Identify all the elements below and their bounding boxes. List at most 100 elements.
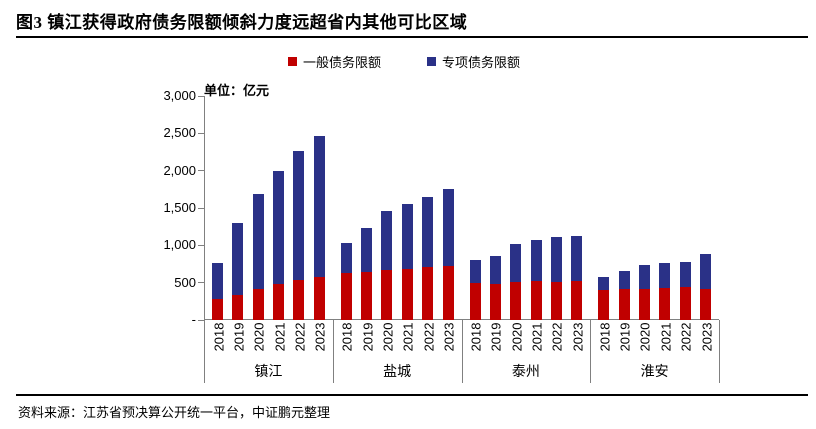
bar-镇江-2023-special xyxy=(313,136,325,278)
bar-盐城-2021-general xyxy=(401,268,413,320)
bar-泰州-2018-general xyxy=(469,283,481,320)
bar-泰州-2019-special xyxy=(489,255,501,285)
legend-item-special: 专项债务限额 xyxy=(427,52,520,71)
legend-swatch-general xyxy=(288,57,297,66)
x-year-label: 2020 xyxy=(509,322,525,352)
y-axis-tick xyxy=(198,132,204,134)
bar-淮安-2022-general xyxy=(679,287,691,320)
bar-镇江-2020-general xyxy=(252,289,264,320)
y-axis-tick xyxy=(198,282,204,284)
x-year-label: 2023 xyxy=(312,322,328,352)
chart-legend: 一般债务限额 专项债务限额 xyxy=(288,52,520,71)
bar-淮安-2023-special xyxy=(700,253,711,290)
x-year-label: 2018 xyxy=(597,322,613,352)
bar-盐城-2020-special xyxy=(381,210,393,270)
bar-镇江-2021-special xyxy=(273,171,285,285)
x-year-label: 2023 xyxy=(441,322,457,352)
legend-label-special: 专项债务限额 xyxy=(442,55,521,70)
bar-盐城-2023-special xyxy=(442,188,454,267)
y-tick-label: 2,000 xyxy=(163,162,196,178)
y-tick-label: - xyxy=(191,312,196,327)
source-note: 资料来源：江苏省预决算公开统一平台，中证鹏元整理 xyxy=(18,405,331,420)
y-axis-tick xyxy=(198,95,204,97)
bar-镇江-2018-special xyxy=(212,263,223,300)
bar-淮安-2020-special xyxy=(638,265,650,289)
legend-item-general: 一般债务限额 xyxy=(288,52,381,71)
plot-area xyxy=(204,96,719,320)
bar-盐城-2022-general xyxy=(422,266,434,320)
x-year-label: 2021 xyxy=(400,322,416,352)
group-separator xyxy=(461,320,463,383)
y-tick-label: 3,000 xyxy=(163,88,196,103)
bar-泰州-2018-special xyxy=(469,259,481,284)
x-year-label: 2023 xyxy=(570,322,586,352)
bar-泰州-2020-general xyxy=(510,282,522,320)
bar-镇江-2019-general xyxy=(232,295,244,320)
x-year-label: 2019 xyxy=(360,322,376,352)
bar-盐城-2018-special xyxy=(340,242,352,273)
bar-盐城-2023-general xyxy=(442,266,454,320)
bar-淮安-2019-special xyxy=(618,270,630,289)
bar-淮安-2018-special xyxy=(598,276,610,291)
bar-淮安-2018-general xyxy=(598,290,610,320)
x-year-label: 2021 xyxy=(529,322,545,352)
bar-镇江-2019-special xyxy=(232,222,244,296)
bar-镇江-2020-special xyxy=(252,194,264,290)
bar-泰州-2023-special xyxy=(571,236,583,282)
bar-镇江-2023-general xyxy=(313,277,325,320)
x-year-label: 2020 xyxy=(637,322,653,352)
bar-镇江-2022-general xyxy=(293,279,305,320)
y-tick-label: 1,500 xyxy=(163,200,196,215)
x-group-label: 盐城 xyxy=(383,365,412,380)
group-separator xyxy=(590,320,592,383)
x-year-label: 2023 xyxy=(699,322,714,352)
figure-title: 图3 镇江获得政府债务限额倾斜力度远超省内其他可比区域 xyxy=(16,13,468,32)
bar-淮安-2021-general xyxy=(659,287,671,320)
x-year-label: 2018 xyxy=(211,322,226,352)
bar-盐城-2018-general xyxy=(340,272,352,320)
x-year-label: 2020 xyxy=(251,322,267,352)
x-year-label: 2018 xyxy=(468,322,484,352)
bar-盐城-2021-special xyxy=(401,203,413,269)
group-separator xyxy=(719,320,720,383)
bar-泰州-2022-general xyxy=(550,281,562,320)
bar-泰州-2021-special xyxy=(530,240,542,282)
bar-盐城-2020-general xyxy=(381,269,393,320)
footer-divider xyxy=(16,394,808,396)
bar-泰州-2019-general xyxy=(489,284,501,320)
bar-淮安-2021-special xyxy=(659,262,671,288)
y-tick-label: 2,500 xyxy=(163,125,196,141)
bar-盐城-2019-special xyxy=(361,227,373,272)
x-year-label: 2018 xyxy=(339,322,355,352)
y-tick-label: 1,000 xyxy=(163,237,196,253)
x-year-label: 2020 xyxy=(380,322,396,352)
x-group-label: 镇江 xyxy=(254,365,283,380)
group-separator xyxy=(332,320,334,383)
y-axis-tick xyxy=(198,319,204,321)
y-tick-label: 500 xyxy=(174,274,196,290)
bar-镇江-2022-special xyxy=(293,150,305,280)
x-year-label: 2021 xyxy=(658,322,674,352)
x-group-label: 淮安 xyxy=(640,365,669,380)
x-year-label: 2022 xyxy=(421,322,437,352)
x-year-label: 2022 xyxy=(549,322,565,352)
x-year-label: 2019 xyxy=(231,322,247,352)
bar-淮安-2020-general xyxy=(638,289,650,320)
x-year-label: 2022 xyxy=(292,322,308,352)
x-year-label: 2019 xyxy=(488,322,504,352)
group-separator xyxy=(204,320,205,383)
legend-swatch-special xyxy=(427,57,437,66)
y-axis-tick xyxy=(198,207,204,209)
title-divider xyxy=(16,36,808,38)
bar-盐城-2022-special xyxy=(422,196,434,267)
x-year-label: 2022 xyxy=(678,322,694,352)
bar-淮安-2023-general xyxy=(700,289,711,320)
bar-镇江-2018-general xyxy=(212,299,223,320)
bar-泰州-2023-general xyxy=(571,281,583,320)
legend-label-general: 一般债务限额 xyxy=(303,55,382,70)
x-group-label: 泰州 xyxy=(511,365,540,380)
y-axis-tick xyxy=(198,170,204,172)
bar-淮安-2019-general xyxy=(618,289,630,320)
bar-盐城-2019-general xyxy=(361,271,373,320)
